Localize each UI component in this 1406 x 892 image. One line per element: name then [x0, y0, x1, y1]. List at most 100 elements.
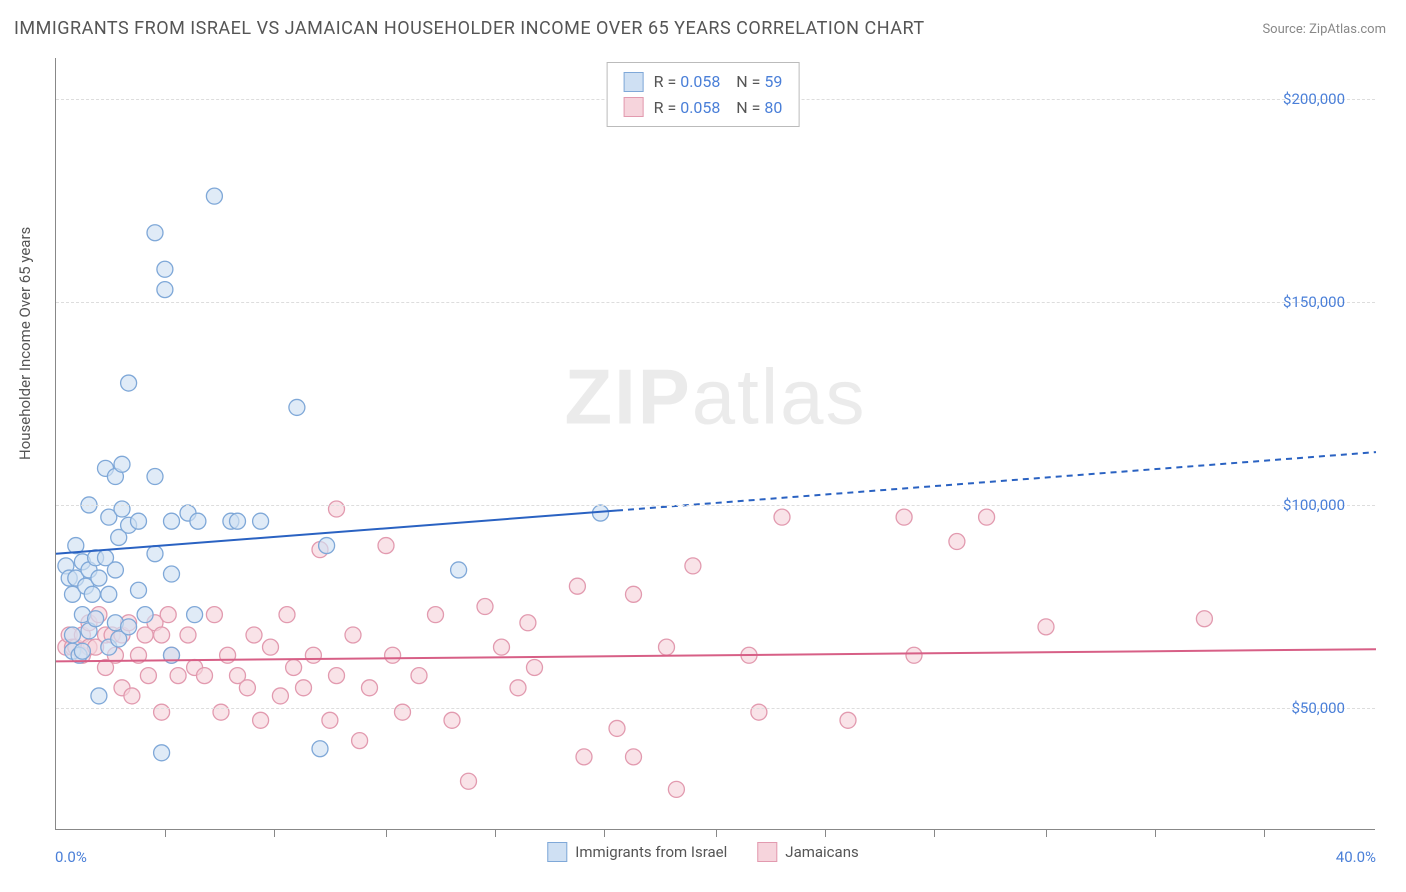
- legend-swatch-series-0: [624, 72, 644, 92]
- legend-swatch-bottom-0: [547, 842, 567, 862]
- scatter-point: [352, 733, 368, 749]
- scatter-point: [147, 225, 163, 241]
- scatter-point: [272, 688, 288, 704]
- chart-container: IMMIGRANTS FROM ISRAEL VS JAMAICAN HOUSE…: [0, 0, 1406, 892]
- scatter-point: [246, 627, 262, 643]
- scatter-point: [668, 781, 684, 797]
- y-tick-label: $100,000: [1283, 496, 1345, 514]
- legend-item-series-0: Immigrants from Israel: [547, 842, 727, 862]
- source-attribution: Source: ZipAtlas.com: [1262, 22, 1386, 37]
- scatter-point: [1038, 619, 1054, 635]
- x-tick: [495, 829, 496, 837]
- x-tick: [1046, 829, 1047, 837]
- legend-stats-series-1: R = 0.058 N = 80: [654, 95, 783, 121]
- scatter-point: [157, 261, 173, 277]
- x-tick: [825, 829, 826, 837]
- y-tick-label: $150,000: [1283, 293, 1345, 311]
- scatter-point: [626, 749, 642, 765]
- scatter-point: [1196, 611, 1212, 627]
- legend-row-series-0: R = 0.058 N = 59: [624, 69, 783, 95]
- scatter-point: [230, 513, 246, 529]
- scatter-point: [263, 639, 279, 655]
- scatter-point: [101, 586, 117, 602]
- scatter-point: [137, 607, 153, 623]
- scatter-point: [187, 607, 203, 623]
- scatter-point: [906, 647, 922, 663]
- scatter-point: [609, 720, 625, 736]
- scatter-point: [114, 456, 130, 472]
- scatter-point: [88, 611, 104, 627]
- scatter-point: [190, 513, 206, 529]
- scatter-point: [279, 607, 295, 623]
- scatter-point: [164, 513, 180, 529]
- legend-r-label: R =: [654, 72, 677, 91]
- scatter-point: [510, 680, 526, 696]
- scatter-point: [659, 639, 675, 655]
- source-link[interactable]: ZipAtlas.com: [1309, 22, 1386, 37]
- scatter-point: [520, 615, 536, 631]
- scatter-point: [319, 538, 335, 554]
- scatter-point: [107, 562, 123, 578]
- correlation-legend: R = 0.058 N = 59 R = 0.058 N = 80: [607, 62, 800, 127]
- scatter-point: [65, 627, 81, 643]
- x-tick: [604, 829, 605, 837]
- scatter-point: [289, 399, 305, 415]
- x-axis-max-label: 40.0%: [1336, 848, 1376, 866]
- scatter-point: [147, 546, 163, 562]
- scatter-point: [74, 643, 90, 659]
- scatter-point: [305, 647, 321, 663]
- scatter-point: [197, 668, 213, 684]
- scatter-point: [576, 749, 592, 765]
- scatter-point: [949, 534, 965, 550]
- scatter-point: [206, 188, 222, 204]
- scatter-point: [157, 282, 173, 298]
- scatter-point: [131, 513, 147, 529]
- scatter-point: [840, 712, 856, 728]
- scatter-point: [461, 773, 477, 789]
- gridline: [56, 505, 1375, 506]
- x-tick: [274, 829, 275, 837]
- legend-swatch-bottom-1: [757, 842, 777, 862]
- legend-item-series-1: Jamaicans: [757, 842, 858, 862]
- gridline: [56, 302, 1375, 303]
- scatter-point: [253, 712, 269, 728]
- legend-r-value-1: 0.058: [680, 98, 720, 117]
- scatter-point: [411, 668, 427, 684]
- x-tick: [1155, 829, 1156, 837]
- scatter-point: [147, 469, 163, 485]
- trend-line-extrapolated: [617, 452, 1376, 510]
- scatter-point: [286, 659, 302, 675]
- scatter-point: [477, 599, 493, 615]
- x-tick: [1264, 829, 1265, 837]
- y-tick-label: $50,000: [1291, 699, 1345, 717]
- scatter-point: [253, 513, 269, 529]
- scatter-point: [329, 668, 345, 684]
- scatter-point: [296, 680, 312, 696]
- scatter-point: [91, 688, 107, 704]
- scatter-point: [378, 538, 394, 554]
- scatter-point: [154, 745, 170, 761]
- scatter-point: [979, 509, 995, 525]
- scatter-point: [213, 704, 229, 720]
- scatter-point: [91, 570, 107, 586]
- scatter-point: [774, 509, 790, 525]
- scatter-point: [154, 627, 170, 643]
- scatter-point: [121, 375, 137, 391]
- scatter-point: [160, 607, 176, 623]
- legend-row-series-1: R = 0.058 N = 80: [624, 95, 783, 121]
- legend-n-value-0: 59: [764, 72, 782, 91]
- scatter-point: [385, 647, 401, 663]
- scatter-point: [154, 704, 170, 720]
- scatter-point: [626, 586, 642, 602]
- scatter-point: [322, 712, 338, 728]
- scatter-point: [428, 607, 444, 623]
- legend-label-0: Immigrants from Israel: [575, 843, 727, 861]
- scatter-point: [329, 501, 345, 517]
- x-tick: [716, 829, 717, 837]
- scatter-point: [206, 607, 222, 623]
- scatter-point: [751, 704, 767, 720]
- x-tick: [934, 829, 935, 837]
- scatter-point: [239, 680, 255, 696]
- scatter-point: [170, 668, 186, 684]
- scatter-point: [395, 704, 411, 720]
